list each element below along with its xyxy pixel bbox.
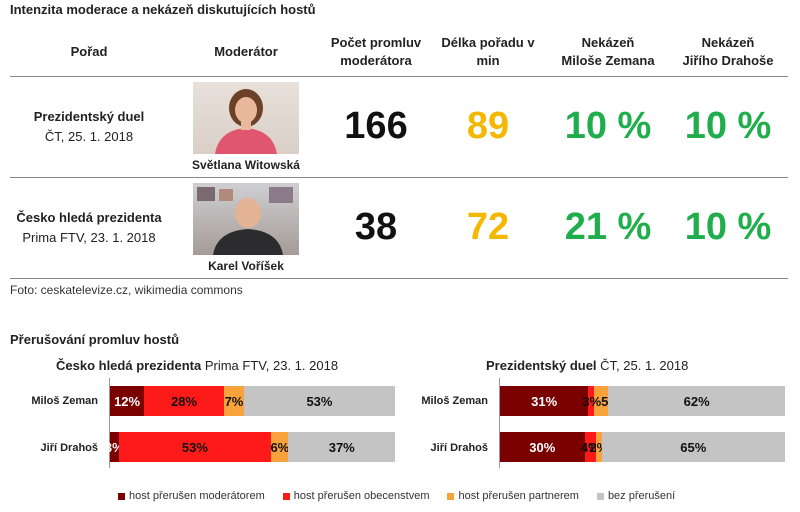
bar-segment-audience: 53% [118, 432, 272, 462]
legend-swatch [118, 492, 125, 500]
header-moderator: Moderátor [214, 43, 278, 59]
chart-title-prima: Česko hledá prezidenta Prima FTV, 23. 1.… [56, 358, 338, 373]
data-label: 53% [181, 439, 208, 455]
moderation-table: Pořad Moderátor Počet promluv moderátora … [10, 28, 788, 279]
legend-item: host přerušen moderátorem [118, 490, 265, 502]
utterance-count: 166 [344, 105, 408, 147]
data-label: 30% [529, 439, 556, 455]
data-label: 4% [580, 439, 600, 455]
bar-segment-audience [588, 386, 595, 416]
bar-category-label: Miloš Zeman [421, 395, 488, 407]
data-label: 28% [171, 393, 198, 409]
photo-credit: Foto: ceskatelevize.cz, wikimedia common… [10, 283, 243, 297]
chart-axis [499, 378, 500, 468]
bar-segment-none: 37% [288, 432, 395, 462]
moderator-photo [193, 81, 299, 154]
show-length: 72 [466, 206, 510, 248]
legend-label: host přerušen obecenstvem [293, 490, 430, 502]
legend-item: host přerušen obecenstvem [282, 490, 430, 502]
chart-title-suffix: Prima FTV, 23. 1. 2018 [204, 358, 339, 373]
header-utterances: Počet promluv moderátora [330, 34, 422, 68]
stacked-bar-zeman: 12% 28% 7% 53% [110, 386, 395, 416]
table-row: Česko hledá prezidenta Prima FTV, 23. 1.… [10, 177, 788, 278]
chart-title-suffix: ČT, 25. 1. 2018 [600, 358, 689, 373]
bar-segment-partner: 6% [270, 432, 290, 462]
data-label: 12% [114, 393, 141, 409]
bar-segment-partner: 3%5% [582, 386, 620, 416]
bar-segment-none: 62% [608, 386, 785, 416]
stacked-bar-drahos: 30% 4% 2% 65% [500, 432, 785, 462]
legend-swatch [447, 492, 455, 500]
moderator-cell: Světlana Witowská [168, 76, 324, 177]
bar-segment-none: 65% [601, 432, 785, 462]
bar-category-label: Miloš Zeman [31, 395, 98, 407]
moderator-name: Světlana Witowská [192, 157, 300, 172]
bar-segment-none: 53% [243, 386, 395, 416]
legend-label: bez přerušení [607, 490, 676, 502]
bar-segment-moderator: 31% [500, 386, 589, 416]
drahos-indiscipline: 10 % [684, 206, 772, 248]
show-length: 89 [466, 105, 510, 147]
data-label: 31% [531, 393, 558, 409]
chart-title-ct: Prezidentský duel ČT, 25. 1. 2018 [486, 358, 688, 373]
show-subtitle: Prima FTV, 23. 1. 2018 [22, 229, 156, 245]
header-length: Délka pořadu v min [441, 34, 535, 68]
data-label: 65% [680, 439, 707, 455]
stacked-bar-zeman: 31% 3%5% 62% [500, 386, 785, 416]
legend-swatch [596, 492, 604, 500]
chart-title-main: Česko hledá prezidenta [56, 358, 202, 373]
bar-segment-moderator: 12% [110, 386, 145, 416]
bar-category-label: Jiří Drahoš [40, 442, 98, 454]
bar-segment-moderator: 30% [500, 432, 585, 462]
bar-category-label: Jiří Drahoš [430, 442, 488, 454]
data-label: 7% [224, 393, 244, 409]
table-row: Prezidentský duel ČT, 25. 1. 2018 Světla… [10, 76, 788, 177]
data-label: 62% [683, 393, 710, 409]
header-zeman: Nekázeň Miloše Zemana [561, 34, 655, 68]
drahos-indiscipline: 10 % [684, 105, 772, 147]
legend-item: bez přerušení [596, 490, 676, 502]
table-header-row: Pořad Moderátor Počet promluv moderátora … [10, 28, 788, 76]
bar-segment-partner: 7% [224, 386, 244, 416]
moderator-name: Karel Voříšek [208, 258, 284, 273]
bar-segment-audience: 28% [144, 386, 224, 416]
top-title: Intenzita moderace a nekázeň diskutující… [10, 2, 316, 17]
header-drahos: Nekázeň Jiřího Drahoše [682, 34, 774, 68]
stacked-bar-drahos: 3% 53% 6% 37% [105, 432, 395, 462]
utterance-count: 38 [354, 206, 398, 248]
show-cell: Prezidentský duel ČT, 25. 1. 2018 [10, 76, 168, 177]
zeman-indiscipline: 21 % [564, 206, 652, 248]
show-name: Česko hledá prezidenta [16, 209, 162, 225]
data-label: 53% [306, 393, 333, 409]
bar-segment-audience: 4% [581, 432, 600, 462]
bar-segment-moderator: 3% [105, 432, 124, 462]
interrupt-title: Přerušování promluv hostů [10, 332, 180, 347]
show-name: Prezidentský duel [33, 108, 145, 124]
show-subtitle: ČT, 25. 1. 2018 [44, 128, 134, 144]
header-show: Pořad [70, 43, 108, 59]
legend-swatch [282, 492, 290, 500]
data-label: 37% [328, 439, 355, 455]
moderator-cell: Karel Voříšek [168, 177, 324, 278]
legend-item: host přerušen partnerem [447, 490, 579, 502]
chart-axis [109, 378, 110, 468]
moderator-photo [193, 182, 299, 255]
zeman-indiscipline: 10 % [564, 105, 652, 147]
chart-legend: host přerušen moderátorem host přerušen … [118, 490, 675, 502]
chart-title-main: Prezidentský duel [486, 358, 597, 373]
data-label: 6% [270, 439, 290, 455]
legend-label: host přerušen moderátorem [129, 490, 265, 502]
legend-label: host přerušen partnerem [458, 490, 579, 502]
show-cell: Česko hledá prezidenta Prima FTV, 23. 1.… [10, 177, 168, 278]
